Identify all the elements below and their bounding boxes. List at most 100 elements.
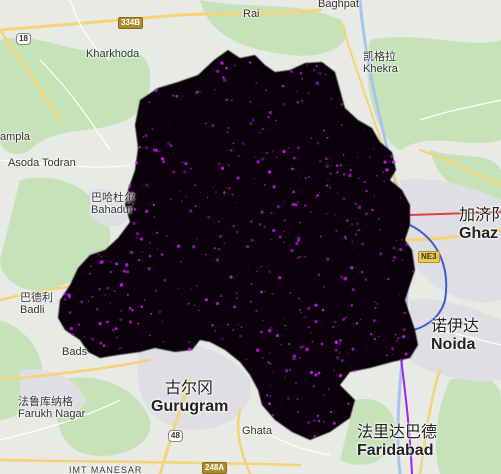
- light-speck: [260, 330, 263, 334]
- light-speck: [161, 320, 163, 323]
- light-speck: [282, 102, 286, 106]
- light-speck: [146, 185, 149, 188]
- light-speck: [63, 298, 67, 301]
- light-speck: [268, 402, 272, 406]
- light-speck: [70, 311, 73, 313]
- light-speck: [248, 61, 252, 64]
- light-speck: [213, 247, 216, 250]
- place-label-badsa[interactable]: Bads: [62, 346, 88, 358]
- light-speck: [286, 396, 290, 400]
- place-label-sampla[interactable]: ampla: [0, 131, 30, 143]
- light-speck: [205, 253, 207, 256]
- light-speck: [247, 148, 249, 150]
- light-speck: [177, 287, 180, 289]
- place-label-faridabad[interactable]: 法里达巴德 Faridabad: [357, 424, 438, 459]
- light-speck: [239, 334, 243, 338]
- place-label-imt-manesar[interactable]: IMT MANESAR: [69, 465, 143, 474]
- light-speck: [221, 337, 224, 341]
- light-speck: [250, 238, 254, 242]
- light-speck: [260, 265, 263, 268]
- light-speck: [360, 319, 362, 321]
- light-speck: [271, 150, 274, 153]
- light-speck: [374, 196, 376, 198]
- light-speck: [385, 168, 389, 172]
- place-label-ghaziabad[interactable]: 加济阝 Ghaz: [459, 207, 501, 242]
- light-speck: [223, 242, 225, 244]
- light-speck: [272, 228, 276, 233]
- light-speck: [131, 202, 135, 206]
- place-label-farukh-nagar[interactable]: 法鲁库纳格 Farukh Nagar: [18, 396, 86, 420]
- place-label-gurugram[interactable]: 古尔冈 Gurugram: [151, 380, 229, 415]
- light-speck: [276, 205, 278, 207]
- light-speck: [304, 177, 308, 180]
- light-speck: [226, 130, 230, 134]
- light-speck: [102, 344, 106, 347]
- light-speck: [196, 238, 198, 240]
- light-speck: [299, 177, 301, 179]
- place-label-khekra[interactable]: 凯格拉 Khekra: [363, 51, 398, 75]
- place-label-bahadurgarh[interactable]: 巴哈杜尔 Bahadur: [91, 192, 135, 216]
- light-speck: [281, 84, 285, 88]
- light-speck: [362, 242, 364, 244]
- light-speck: [326, 162, 329, 164]
- place-label-ghata[interactable]: Ghata: [242, 425, 272, 437]
- light-speck: [349, 168, 352, 172]
- light-speck: [343, 413, 345, 414]
- light-speck: [91, 337, 95, 341]
- light-speck: [215, 258, 220, 262]
- light-speck: [225, 66, 228, 70]
- light-speck: [296, 411, 299, 414]
- light-speck: [301, 99, 304, 103]
- place-label-noida[interactable]: 诺伊达 Noida: [431, 318, 480, 353]
- light-speck: [344, 316, 347, 319]
- light-speck: [273, 213, 276, 216]
- light-speck: [172, 170, 176, 174]
- light-speck: [252, 119, 255, 122]
- light-speck: [106, 286, 110, 290]
- light-speck: [236, 176, 240, 180]
- light-speck: [98, 253, 101, 256]
- light-speck: [318, 159, 322, 163]
- light-speck: [216, 69, 220, 73]
- place-label-badli[interactable]: 巴德利 Badli: [20, 292, 53, 316]
- light-speck: [120, 346, 123, 349]
- light-speck: [119, 283, 124, 287]
- light-speck: [316, 414, 320, 418]
- light-speck: [256, 348, 260, 352]
- light-speck: [303, 204, 307, 208]
- light-speck: [87, 300, 90, 303]
- light-speck: [225, 280, 227, 282]
- light-speck: [230, 99, 234, 102]
- light-speck: [222, 78, 227, 82]
- light-speck: [212, 186, 214, 188]
- light-speck: [340, 123, 344, 127]
- light-speck: [163, 278, 167, 282]
- light-speck: [307, 306, 311, 310]
- light-speck: [363, 128, 365, 130]
- light-speck: [314, 319, 318, 324]
- light-speck: [136, 237, 138, 239]
- place-label-baghpat[interactable]: Baghpat: [318, 0, 359, 10]
- place-label-kharkhoda[interactable]: Kharkhoda: [86, 48, 140, 60]
- light-speck: [232, 225, 235, 228]
- light-speck: [330, 97, 333, 100]
- light-speck: [379, 247, 382, 249]
- light-speck: [149, 334, 151, 337]
- light-speck: [399, 247, 403, 252]
- light-speck: [392, 259, 395, 262]
- place-label-asoda-todran[interactable]: Asoda Todran: [8, 157, 76, 169]
- light-speck: [217, 162, 221, 165]
- light-speck: [125, 262, 129, 266]
- light-speck: [290, 151, 292, 154]
- light-speck: [287, 146, 290, 149]
- light-speck: [139, 184, 141, 186]
- light-speck: [322, 285, 325, 288]
- light-speck: [250, 283, 253, 285]
- metro-line-red: [409, 211, 501, 216]
- light-speck: [130, 192, 134, 196]
- light-speck: [307, 176, 310, 178]
- light-speck: [351, 288, 355, 292]
- place-label-rai[interactable]: Rai: [243, 8, 260, 20]
